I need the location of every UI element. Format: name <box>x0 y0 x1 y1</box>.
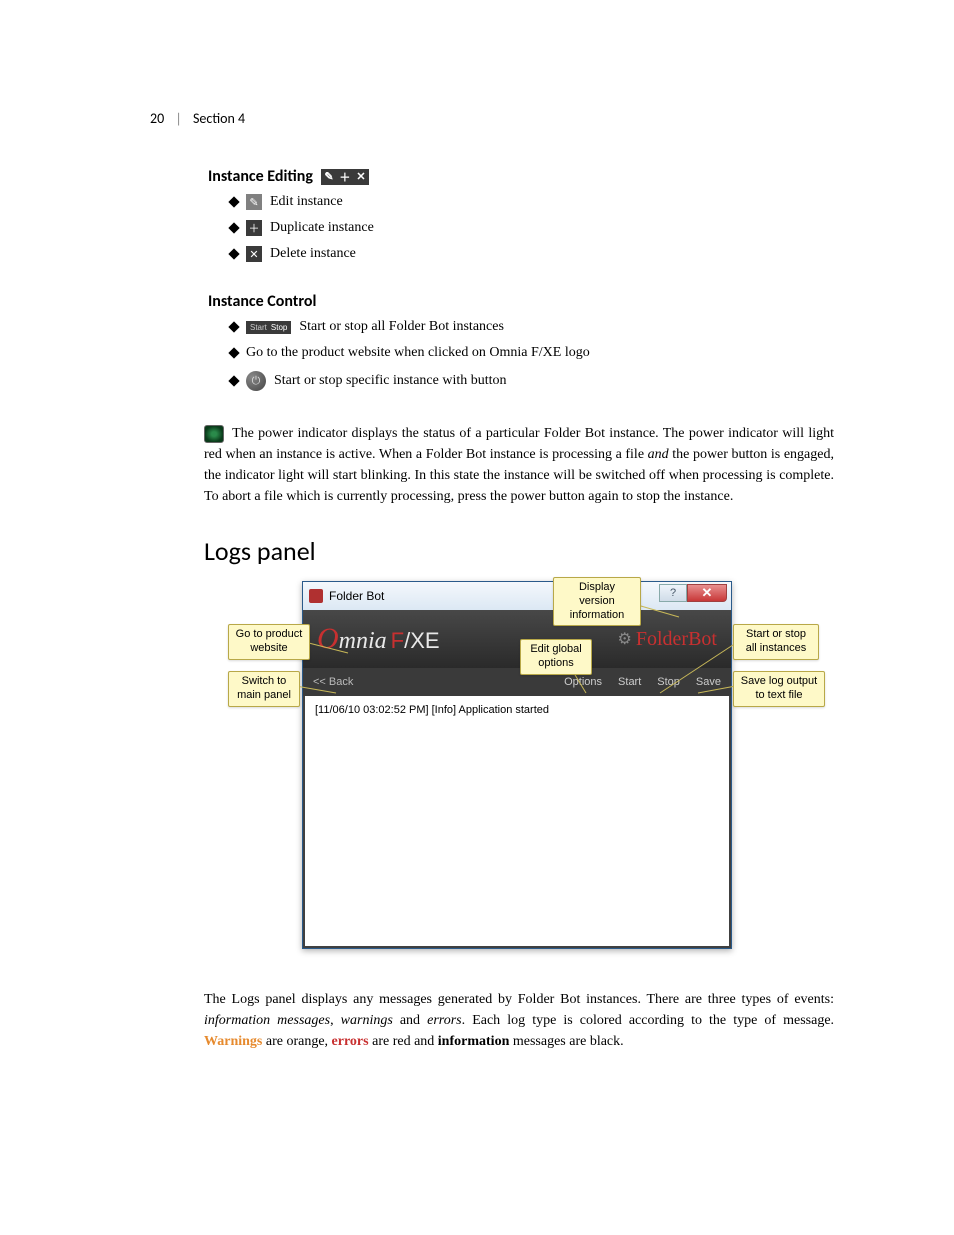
instance-editing-list: ✎ Edit instance ＋ Duplicate instance ✕ D… <box>230 194 834 262</box>
edit-instance-label: Edit instance <box>270 194 343 210</box>
instance-control-heading: Instance Control <box>208 292 834 311</box>
desc-information: information <box>438 1034 510 1049</box>
brand-f: F <box>391 628 404 653</box>
folderbot-text: FolderBot <box>636 628 717 651</box>
bullet-icon <box>228 375 239 386</box>
desc-t3: and <box>393 1013 427 1028</box>
desc-i1: information messages <box>204 1013 330 1028</box>
toolbar: << Back Options Start Stop Save <box>303 668 731 696</box>
logs-description: The Logs panel displays any messages gen… <box>204 989 834 1052</box>
x-icon: ✕ <box>246 246 262 262</box>
close-button[interactable]: ✕ <box>687 584 727 602</box>
pencil-icon: ✎ <box>246 194 262 210</box>
page-number: 20 <box>150 110 164 127</box>
instance-control-title: Instance Control <box>208 292 316 311</box>
bullet-icon <box>228 222 239 233</box>
log-line: [11/06/10 03:02:52 PM] [Info] Applicatio… <box>315 704 719 716</box>
header-divider: | <box>175 110 181 127</box>
page-header: 20 | Section 4 <box>150 110 834 127</box>
folderbot-rest: olderBot <box>647 628 717 650</box>
desc-t2: , <box>330 1013 341 1028</box>
duplicate-instance-label: Duplicate instance <box>270 220 374 236</box>
pill-stop: Stop <box>271 323 287 332</box>
desc-t7: messages are black. <box>509 1034 623 1049</box>
app-window: Folder Bot ? ✕ O mnia F/XE ⚙ FolderBot <box>302 581 732 949</box>
para-and: and <box>648 447 669 462</box>
instance-editing-title: Instance Editing <box>208 167 313 186</box>
log-area: [11/06/10 03:02:52 PM] [Info] Applicatio… <box>303 696 731 948</box>
power-indicator-icon <box>204 425 224 443</box>
bullet-icon <box>228 248 239 259</box>
brand-fxe: F/XE <box>391 628 440 654</box>
desc-t4: . Each log type is colored according to … <box>462 1013 834 1028</box>
list-item: Start or stop specific instance with but… <box>230 371 834 391</box>
brand-xe: /XE <box>404 628 439 653</box>
list-item: ✎ Edit instance <box>230 194 834 210</box>
plus-icon: ＋ <box>338 170 352 184</box>
desc-warnings: Warnings <box>204 1034 262 1049</box>
goto-website-label: Go to the product website when clicked o… <box>246 345 590 361</box>
power-icon <box>246 371 266 391</box>
desc-errors: errors <box>332 1034 369 1049</box>
power-indicator-paragraph: The power indicator displays the status … <box>204 423 834 507</box>
brand-logo[interactable]: O mnia F/XE <box>317 622 440 656</box>
brand-o: O <box>317 622 339 656</box>
start-stop-pill-icon: Start Stop <box>246 321 291 334</box>
instance-control-list: Start Stop Start or stop all Folder Bot … <box>230 319 834 391</box>
list-item: Start Stop Start or stop all Folder Bot … <box>230 319 834 335</box>
back-button[interactable]: << Back <box>313 676 548 688</box>
app-icon <box>309 589 323 603</box>
list-item: ＋ Duplicate instance <box>230 220 834 236</box>
delete-instance-label: Delete instance <box>270 246 356 262</box>
callout-version: Display version information <box>553 577 641 626</box>
options-button[interactable]: Options <box>564 676 602 688</box>
bullet-icon <box>228 347 239 358</box>
start-stop-all-label: Start or stop all Folder Bot instances <box>299 319 504 335</box>
brand-bar: O mnia F/XE ⚙ FolderBot <box>303 610 731 668</box>
list-item: ✕ Delete instance <box>230 246 834 262</box>
folderbot-f: F <box>636 628 647 650</box>
logs-panel-figure: Display version information Go to produc… <box>228 577 798 975</box>
bullet-icon <box>228 196 239 207</box>
list-item: Go to the product website when clicked o… <box>230 345 834 361</box>
callout-savelog: Save log output to text file <box>733 671 825 707</box>
desc-t5: are orange, <box>262 1034 331 1049</box>
callout-options: Edit global options <box>520 639 592 675</box>
callout-mainpanel: Switch to main panel <box>228 671 300 707</box>
edit-icon-group: ✎ ＋ ✕ <box>321 169 369 185</box>
pencil-icon: ✎ <box>322 170 336 184</box>
desc-i2: warnings <box>341 1013 393 1028</box>
stop-button[interactable]: Stop <box>657 676 680 688</box>
logs-panel-heading: Logs panel <box>204 535 834 567</box>
titlebar[interactable]: Folder Bot ? ✕ <box>303 582 731 610</box>
instance-editing-heading: Instance Editing ✎ ＋ ✕ <box>208 167 834 186</box>
pill-start: Start <box>250 323 267 332</box>
bullet-icon <box>228 321 239 332</box>
desc-i3: errors <box>427 1013 462 1028</box>
folderbot-logo[interactable]: ⚙ FolderBot <box>618 628 717 651</box>
brand-mnia: mnia <box>339 628 387 655</box>
callout-startstop: Start or stop all instances <box>733 624 819 660</box>
desc-t1: The Logs panel displays any messages gen… <box>204 992 834 1007</box>
window-title: Folder Bot <box>329 589 384 603</box>
titlebar-controls: ? ✕ <box>659 584 727 602</box>
section-label: Section 4 <box>193 110 245 127</box>
callout-website: Go to product website <box>228 624 310 660</box>
help-button[interactable]: ? <box>659 584 687 602</box>
folderbot-icon: ⚙ <box>618 629 632 649</box>
desc-t6: are red and <box>369 1034 438 1049</box>
plus-icon: ＋ <box>246 220 262 236</box>
start-button[interactable]: Start <box>618 676 641 688</box>
x-icon: ✕ <box>354 170 368 184</box>
start-stop-specific-label: Start or stop specific instance with but… <box>274 373 507 389</box>
save-button[interactable]: Save <box>696 676 721 688</box>
